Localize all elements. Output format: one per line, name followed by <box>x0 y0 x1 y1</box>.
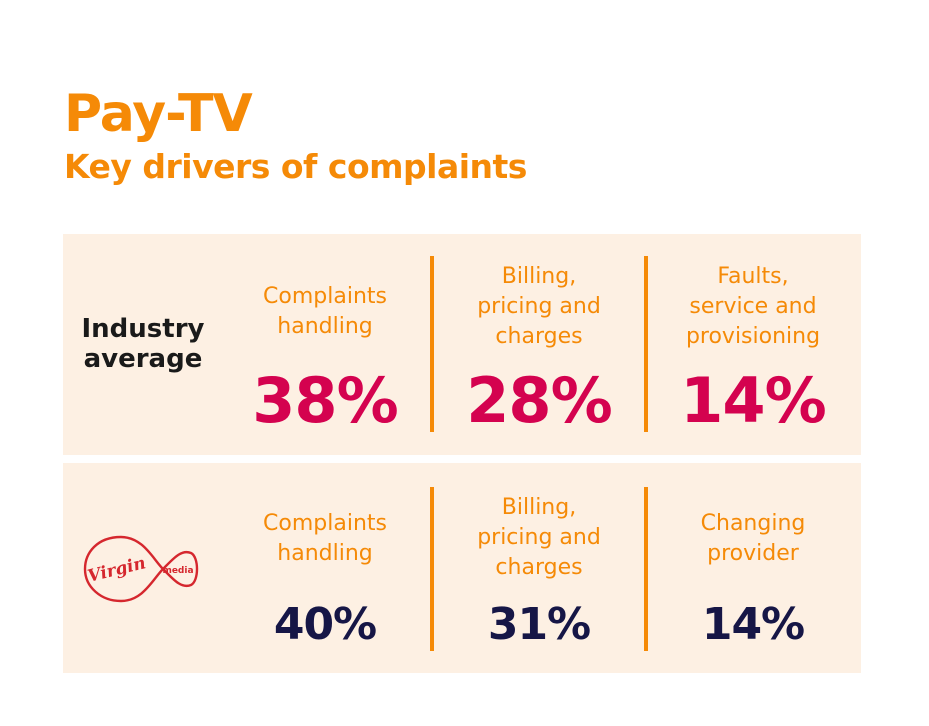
industry-average-panel: Industry average Complaints handling 38%… <box>63 234 861 455</box>
logo-subtext: media <box>162 566 193 576</box>
driver-name: Faults, service and provisioning <box>685 264 821 349</box>
column-divider <box>430 487 434 651</box>
driver-name: Complaints handling <box>263 284 387 339</box>
driver-percentage: 40% <box>273 599 377 650</box>
virgin-media-logo: Virgin media <box>83 535 199 603</box>
driver-percentage: 38% <box>252 364 398 437</box>
driver-percentage: 14% <box>680 364 826 437</box>
virgin-media-panel: Virgin media Complaints handling 40% Bil… <box>63 463 861 673</box>
column-divider <box>644 487 648 651</box>
industry-average-label: Industry average <box>81 313 205 374</box>
page-title: Pay-TV <box>64 84 253 144</box>
page-subtitle: Key drivers of complaints <box>64 147 527 186</box>
column-divider <box>430 256 434 432</box>
logo-wordmark: Virgin <box>86 553 148 587</box>
column-divider <box>644 256 648 432</box>
driver-name: Billing, pricing and charges <box>477 495 601 580</box>
industry-average-label-box: Industry average <box>63 234 223 455</box>
driver-name: Complaints handling <box>263 511 387 566</box>
driver-percentage: 14% <box>701 599 805 650</box>
driver-name: Billing, pricing and charges <box>477 264 601 349</box>
driver-name: Changing provider <box>700 511 806 566</box>
driver-percentage: 28% <box>466 364 612 437</box>
driver-percentage: 31% <box>487 599 591 650</box>
